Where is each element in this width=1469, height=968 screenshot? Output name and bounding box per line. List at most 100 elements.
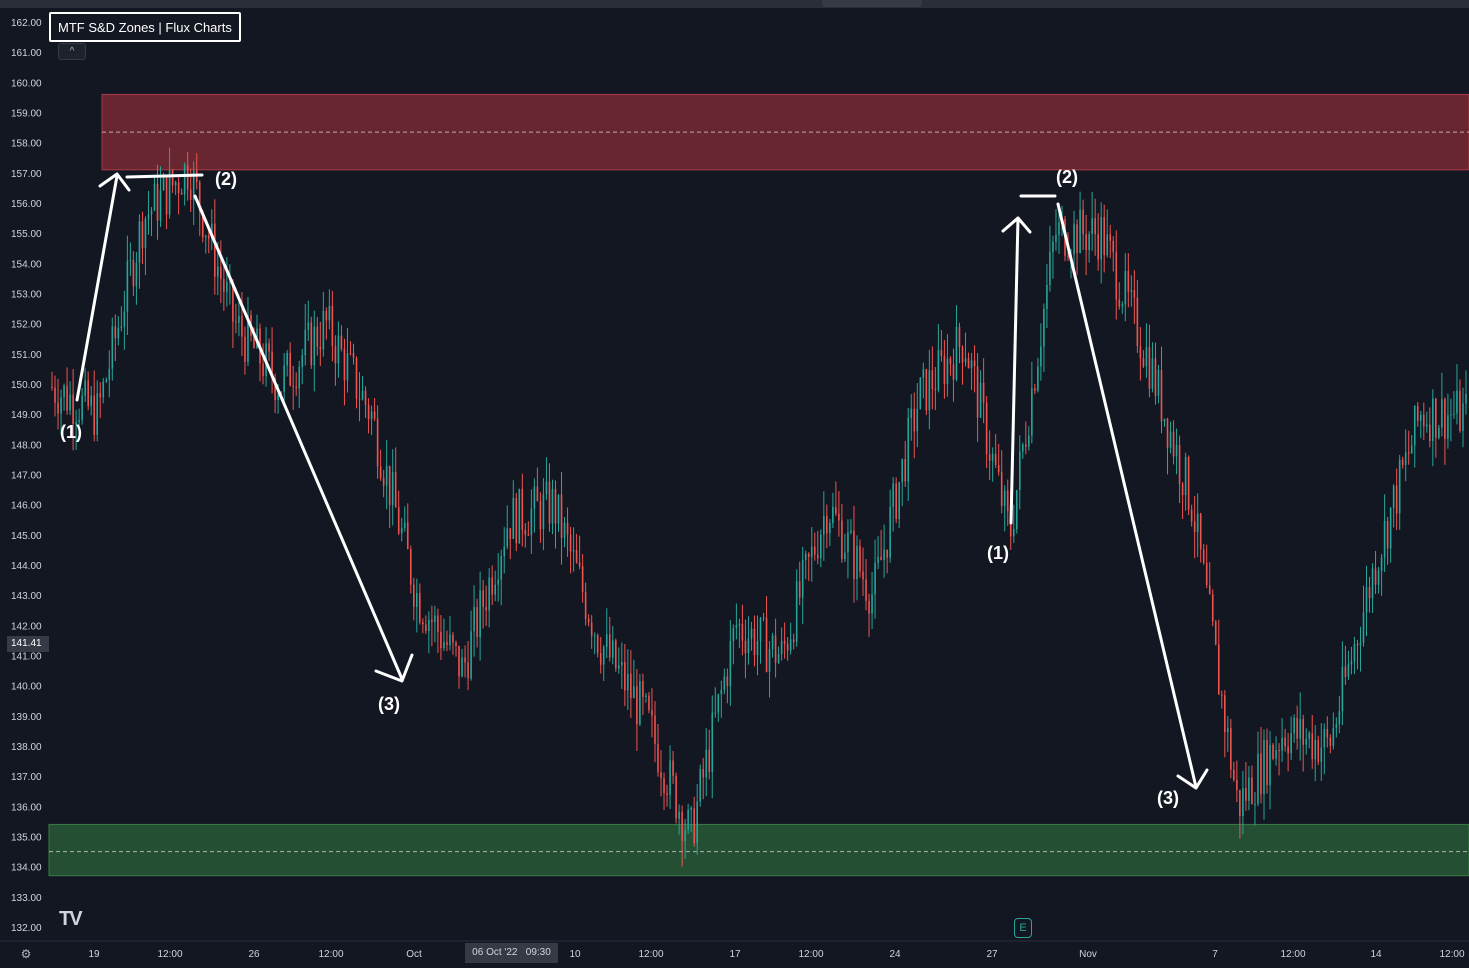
price-tick-label: 147.00: [11, 471, 42, 482]
price-tick-label: 135.00: [11, 833, 42, 844]
candle-body: [832, 506, 834, 524]
candle-body: [1426, 424, 1428, 427]
tradingview-logo-icon[interactable]: TV: [59, 908, 83, 930]
candle-body: [96, 393, 99, 435]
candle-body: [1302, 719, 1304, 745]
candle-body: [943, 355, 946, 385]
candle-body: [310, 322, 313, 366]
annotation-arrow: [1056, 202, 1209, 790]
price-tick-label: 153.00: [11, 290, 42, 301]
candle-body: [1124, 270, 1127, 305]
price-tick-label: 143.00: [11, 591, 42, 602]
candle-body: [156, 183, 159, 221]
earnings-icon[interactable]: E: [1014, 918, 1032, 938]
annotation-label: (3): [1157, 788, 1179, 808]
candle-body: [153, 183, 156, 211]
candle-body: [660, 772, 662, 779]
candle-body: [1046, 284, 1048, 309]
candle-body: [524, 529, 527, 535]
candle-body: [880, 556, 882, 560]
indicator-title[interactable]: MTF S&D Zones | Flux Charts: [49, 12, 241, 42]
candle-body: [1278, 750, 1280, 752]
candle-body: [723, 676, 726, 690]
candle-body: [268, 343, 270, 352]
candle-body: [129, 259, 132, 261]
candle-body: [1043, 308, 1045, 347]
candle-body: [1320, 747, 1323, 762]
candle-body: [51, 387, 53, 389]
candle-body: [343, 348, 346, 381]
candle-body: [904, 459, 907, 482]
candle-body: [1386, 521, 1389, 549]
candle-body: [940, 350, 943, 356]
candle-body: [747, 638, 750, 654]
candle-body: [874, 562, 876, 595]
annotation-label: (2): [215, 169, 237, 189]
candle-body: [726, 676, 729, 686]
candle-body: [292, 385, 294, 387]
candle-body: [337, 335, 340, 364]
price-axis: 162.00 161.00 160.00 159.00 158.00 157.00 156.…: [11, 18, 42, 934]
candle-body: [717, 694, 720, 713]
candle-body: [81, 395, 83, 421]
candle-body: [497, 579, 500, 585]
candle-body: [826, 515, 828, 534]
candle-body: [452, 634, 454, 643]
candle-body: [1094, 218, 1096, 235]
annotation-label: (2): [1056, 167, 1078, 187]
candle-body: [639, 681, 641, 725]
candle-body: [1031, 388, 1033, 436]
candle-body: [1395, 485, 1398, 514]
candle-body: [84, 380, 86, 396]
candle-body: [575, 550, 578, 563]
candle-body: [545, 481, 548, 495]
candle-body: [1438, 427, 1440, 438]
candle-body: [901, 459, 904, 483]
candle-body: [838, 513, 840, 521]
candle-body: [262, 363, 264, 376]
candle-body: [467, 662, 469, 679]
toolbar-handle[interactable]: [822, 0, 922, 7]
candle-body: [355, 357, 358, 399]
candle-body: [991, 453, 994, 461]
demand-zone: [48, 823, 1469, 877]
candle-body: [1127, 270, 1130, 292]
candle-body: [1374, 568, 1377, 585]
candle-body: [440, 631, 442, 649]
price-tick-label: 144.00: [11, 561, 42, 572]
candle-body: [87, 380, 89, 406]
candle-body: [512, 498, 515, 539]
candle-body: [1224, 695, 1226, 733]
settings-gear-icon[interactable]: ⚙: [20, 947, 32, 961]
candle-body: [892, 483, 894, 507]
time-tick-label: 19: [88, 949, 100, 960]
candle-body: [1317, 740, 1320, 762]
candle-body: [853, 530, 855, 579]
candle-body: [503, 546, 506, 557]
candle-body: [1380, 557, 1383, 571]
candle-body: [509, 528, 512, 539]
candle-body: [988, 454, 991, 461]
candle-body: [1088, 234, 1090, 250]
candle-body: [1154, 358, 1157, 396]
time-tick-label: 12:00: [1280, 949, 1305, 960]
candle-body: [931, 370, 934, 390]
candle-body: [663, 778, 665, 794]
candle-body: [1326, 729, 1329, 738]
candle-body: [886, 549, 888, 558]
candle-body: [865, 579, 867, 601]
candle-body: [985, 402, 988, 455]
collapse-chevron-up-icon[interactable]: ^: [58, 43, 86, 60]
candle-body: [1012, 528, 1015, 537]
candle-body: [856, 545, 858, 579]
candle-body: [141, 221, 144, 249]
candle-body: [1199, 513, 1202, 550]
price-tick-label: 145.00: [11, 531, 42, 542]
candle-body: [1115, 252, 1118, 300]
candle-body: [804, 553, 807, 560]
candle-body: [1450, 414, 1452, 416]
candle-body: [180, 192, 183, 195]
price-tick-label: 148.00: [11, 440, 42, 451]
candle-body: [771, 635, 774, 650]
